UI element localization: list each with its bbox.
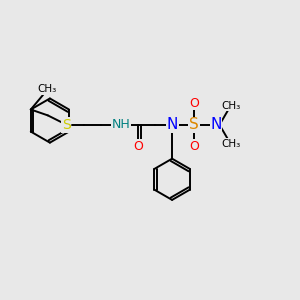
Text: CH₃: CH₃	[37, 85, 57, 94]
Text: S: S	[189, 117, 199, 132]
Text: S: S	[62, 118, 70, 132]
Text: O: O	[189, 97, 199, 110]
Text: CH₃: CH₃	[221, 101, 240, 111]
Text: CH₃: CH₃	[221, 139, 240, 149]
Text: O: O	[189, 140, 199, 153]
Text: O: O	[133, 140, 143, 153]
Text: NH: NH	[112, 118, 130, 131]
Text: N: N	[167, 117, 178, 132]
Text: N: N	[210, 117, 222, 132]
